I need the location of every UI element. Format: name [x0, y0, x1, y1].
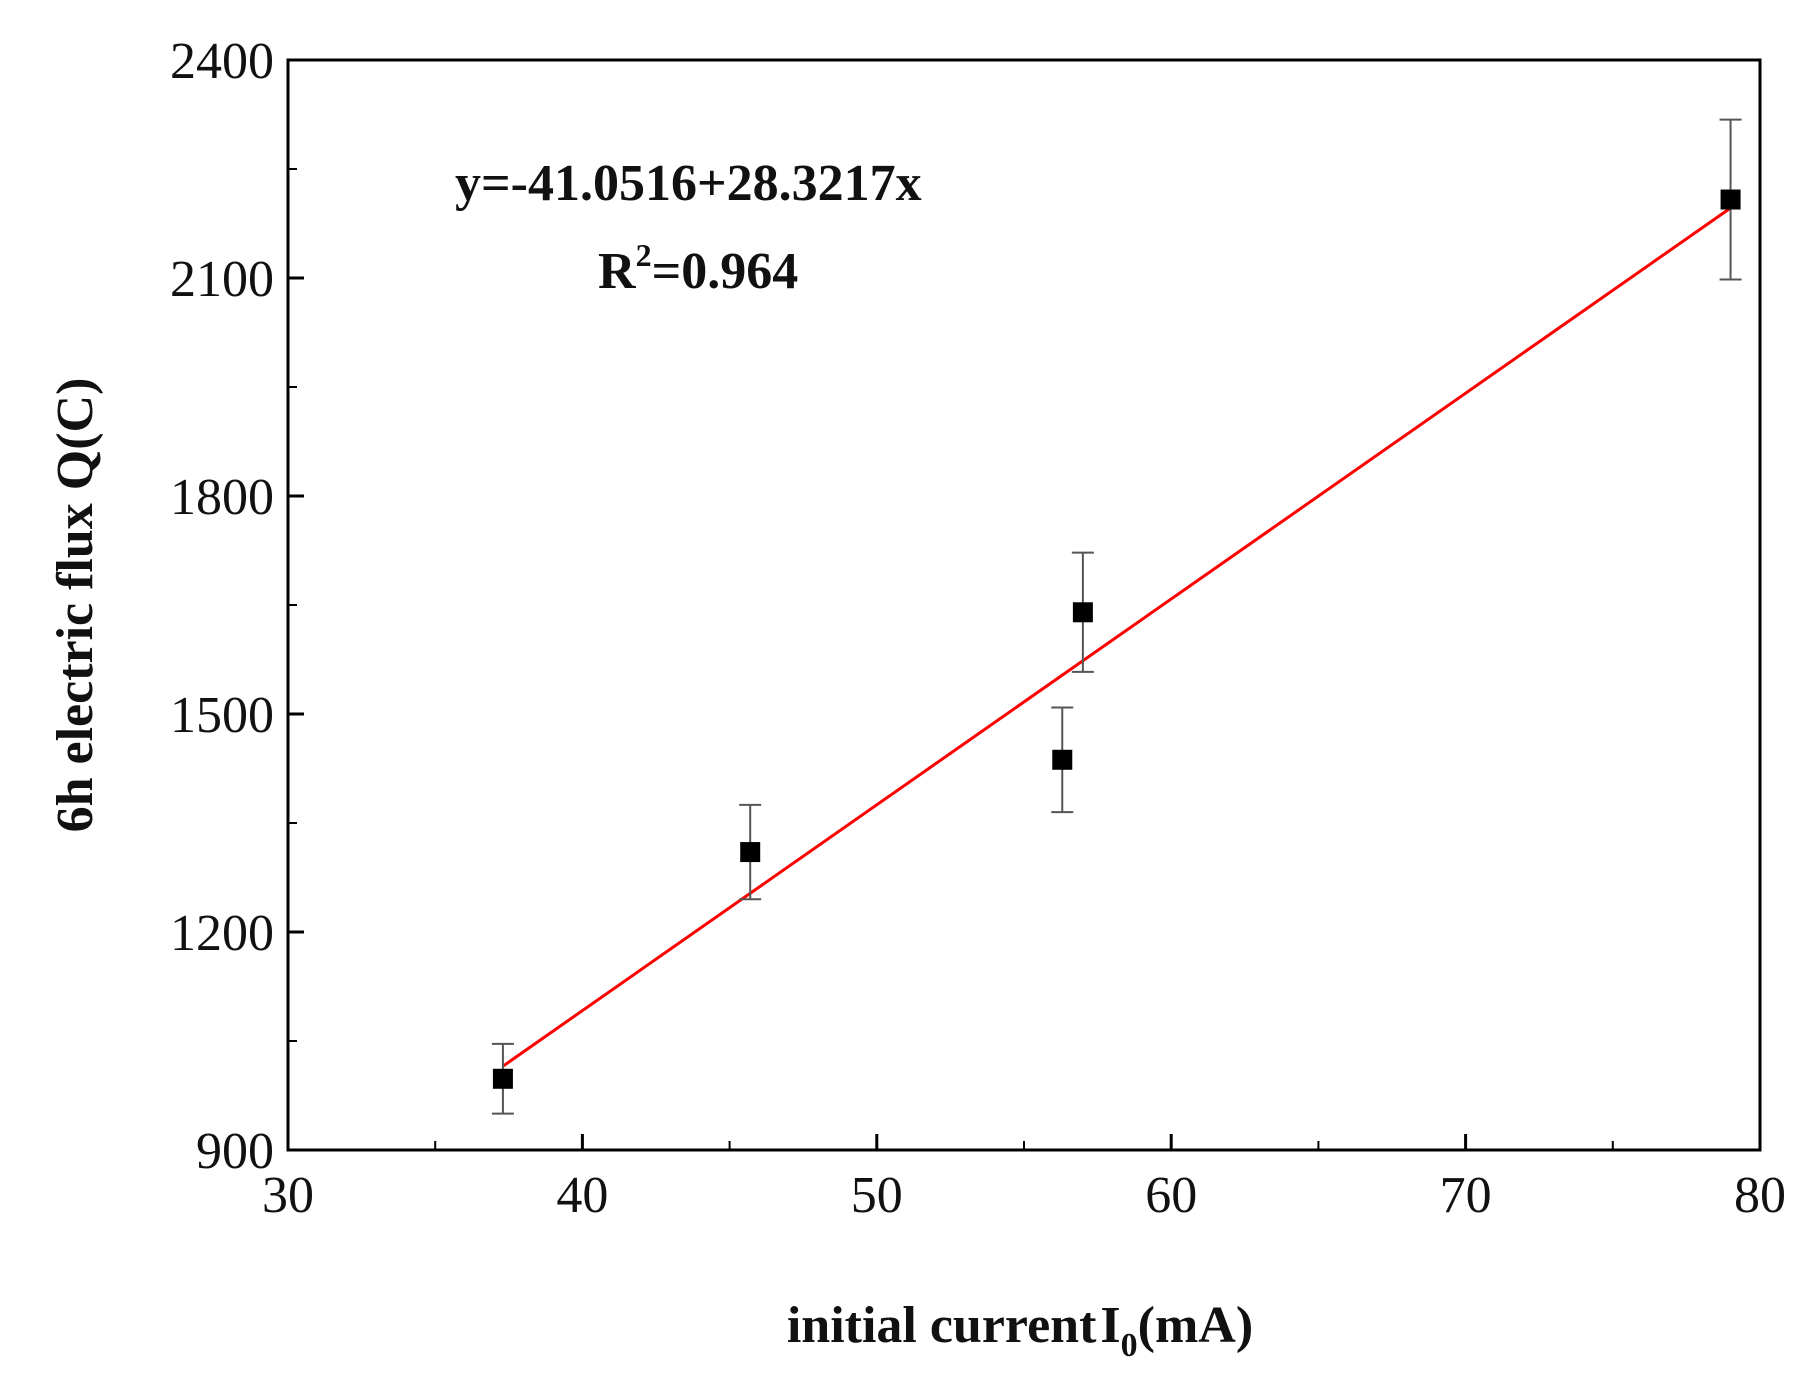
point-marker: [740, 842, 761, 863]
data-point: [1071, 551, 1094, 673]
x-tick-label: 60: [1145, 1167, 1197, 1224]
plot-frame: [286, 58, 1762, 1152]
r-squared: R2=0.964: [598, 237, 798, 300]
y-tick-label: 1500: [170, 687, 274, 744]
y-tick-label: 1800: [170, 469, 274, 526]
point-marker: [1052, 749, 1073, 770]
x-tick-label: 40: [556, 1167, 608, 1224]
point-marker: [1720, 189, 1741, 210]
y-tick-label: 2400: [170, 33, 274, 90]
data-point: [1719, 118, 1742, 281]
data-points-layer: [491, 118, 1742, 1115]
fit-line: [502, 206, 1732, 1068]
fit-line-layer: [502, 206, 1732, 1068]
y-axis-ticks: 900 1200 1500 1800 2100 2400: [170, 33, 304, 1180]
y-axis-title: 6h electric flux Q(C): [47, 378, 104, 833]
x-tick-label: 80: [1734, 1167, 1786, 1224]
x-tick-label: 30: [262, 1167, 314, 1224]
x-axis-title: initial currentI0(mA): [787, 1297, 1253, 1364]
point-marker: [492, 1068, 513, 1089]
y-tick-label: 2100: [170, 251, 274, 308]
y-tick-label: 1200: [170, 905, 274, 962]
x-tick-label: 50: [851, 1167, 903, 1224]
x-tick-label: 70: [1440, 1167, 1492, 1224]
data-point: [1051, 706, 1074, 814]
x-axis-ticks: 30 40 50 60 70 80: [262, 1134, 1786, 1224]
point-marker: [1072, 602, 1093, 623]
fit-equation: y=-41.0516+28.3217x: [455, 155, 922, 212]
y-tick-label: 900: [196, 1123, 274, 1180]
data-point: [491, 1042, 514, 1115]
data-point: [739, 803, 762, 901]
